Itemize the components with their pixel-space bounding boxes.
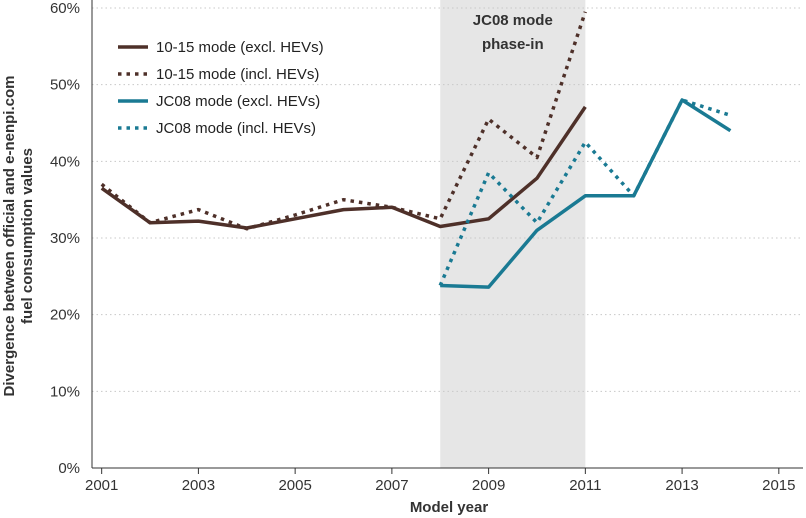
y-tick-label: 60% xyxy=(50,0,80,17)
y-axis-title-line-1: Divergence between official and e-nenpi.… xyxy=(1,76,18,397)
series-line-10-15-mode-incl-hevs xyxy=(100,11,587,231)
y-tick-label: 40% xyxy=(50,153,80,170)
legend-label: 10-15 mode (excl. HEVs) xyxy=(156,39,324,56)
x-axis-title: Model year xyxy=(410,499,489,516)
y-tick-label: 50% xyxy=(50,77,80,94)
legend-label: JC08 mode (incl. HEVs) xyxy=(156,120,316,137)
x-tick-label: 2003 xyxy=(182,477,215,494)
x-tick-label: 2013 xyxy=(665,477,698,494)
y-axis-title-line-2: fuel consumption values xyxy=(19,148,36,324)
x-tick-label: 2005 xyxy=(278,477,311,494)
series-lines xyxy=(100,11,732,289)
x-tick-label: 2007 xyxy=(375,477,408,494)
x-tick-label: 2001 xyxy=(85,477,118,494)
x-tick-label: 2009 xyxy=(472,477,505,494)
y-tick-label: 30% xyxy=(50,230,80,247)
axis-titles: Model year Divergence between official a… xyxy=(1,76,488,516)
y-tick-label: 20% xyxy=(50,307,80,324)
legend-label: JC08 mode (excl. HEVs) xyxy=(156,93,320,110)
series-line-jc08-mode-excl-hevs xyxy=(440,98,732,289)
phase-in-band: JC08 mode phase-in xyxy=(440,0,586,468)
y-tick-label: 0% xyxy=(58,460,80,477)
grid xyxy=(92,7,803,392)
phase-in-band-rect xyxy=(440,0,586,468)
phase-in-band-label: JC08 mode xyxy=(473,12,553,29)
y-tick-label: 10% xyxy=(50,383,80,400)
phase-in-band-label: phase-in xyxy=(482,36,544,53)
x-tick-label: 2011 xyxy=(569,477,601,494)
axes: 0% 10% 20% 30% 40% 50% 60% 2001 2003 2005 2007 2009… xyxy=(50,0,803,494)
legend-label: 10-15 mode (incl. HEVs) xyxy=(156,66,319,83)
x-tick-label: 2015 xyxy=(762,477,795,494)
series-line-10-15-mode-excl-hevs xyxy=(100,105,587,230)
legend: 10-15 mode (excl. HEVs) 10-15 mode (incl.… xyxy=(118,39,324,137)
